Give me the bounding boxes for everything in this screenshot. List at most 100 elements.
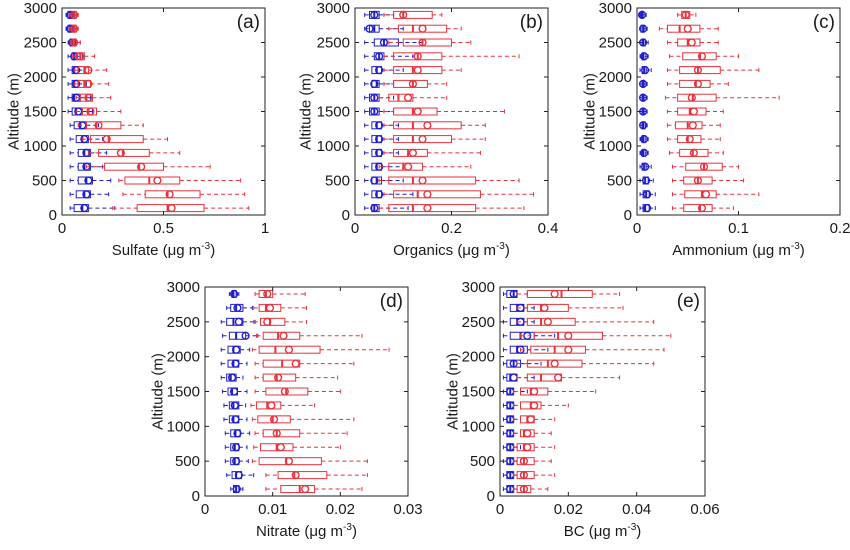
- box-plot: [516, 303, 624, 313]
- mean-marker: [523, 429, 532, 438]
- box-plot: [364, 10, 395, 20]
- box-plot: [364, 204, 409, 213]
- box-plot: [658, 24, 719, 33]
- red-series: [378, 10, 535, 213]
- box-plot: [516, 359, 655, 368]
- mean-marker: [641, 65, 650, 75]
- iqr-box: [530, 345, 586, 354]
- iqr-box: [679, 79, 711, 88]
- mean-marker: [519, 471, 529, 480]
- box-plot: [378, 93, 448, 102]
- y-tick-label: 1000: [317, 138, 350, 155]
- mean-marker: [689, 107, 698, 116]
- mean-marker: [82, 190, 91, 199]
- panel-c: 0 0.1 0.2 0 500 1000 1500 2000 2500 3000 (c) Altitu…: [582, 0, 850, 259]
- box-plot: [637, 10, 647, 20]
- box-plot: [378, 176, 520, 185]
- box-plot: [383, 52, 520, 61]
- y-axis-label: Altitude (m): [150, 353, 167, 430]
- mean-marker: [423, 204, 432, 213]
- y-tick-label: 0: [342, 207, 350, 224]
- mean-marker: [408, 79, 418, 89]
- mean-marker: [638, 79, 648, 89]
- iqr-box: [144, 190, 201, 199]
- mean-marker: [84, 65, 93, 75]
- box-plot: [502, 289, 528, 299]
- mean-marker: [640, 135, 649, 144]
- box-plot: [69, 190, 110, 199]
- mean-marker: [530, 387, 539, 396]
- box-plot: [383, 65, 462, 75]
- y-tick-label: 2500: [462, 314, 495, 331]
- iqr-box: [666, 24, 701, 33]
- mean-marker: [418, 24, 427, 33]
- mean-marker: [370, 79, 379, 89]
- iqr-box: [388, 162, 424, 171]
- box-plot: [122, 190, 246, 199]
- mean-marker: [263, 317, 272, 326]
- mean-marker: [72, 65, 81, 75]
- box-plot: [255, 331, 363, 340]
- iqr-box: [677, 135, 702, 144]
- iqr-box: [257, 415, 291, 424]
- box-plot: [378, 204, 525, 213]
- mean-marker: [375, 52, 384, 61]
- box-plot: [513, 443, 556, 452]
- box-plot: [364, 79, 395, 89]
- x-axis-label: Sulfate (μg m-3): [112, 241, 215, 259]
- box-plot: [664, 93, 780, 102]
- box-plot: [383, 79, 448, 89]
- box-plot: [502, 429, 521, 438]
- x-tick-label: 0.2: [830, 220, 850, 237]
- mean-marker: [379, 38, 389, 47]
- iqr-box: [393, 121, 462, 130]
- mean-marker: [234, 317, 243, 326]
- mean-marker: [84, 93, 93, 102]
- y-tick-label: 1500: [599, 104, 632, 121]
- mean-marker: [84, 79, 93, 89]
- x-axis-label: Nitrate (μg m-3): [256, 522, 357, 540]
- box-plot: [666, 65, 760, 75]
- blue-series: [220, 289, 259, 494]
- box-plot: [364, 38, 424, 47]
- mean-marker: [699, 162, 709, 171]
- iqr-box: [393, 79, 428, 88]
- mean-marker: [408, 148, 418, 158]
- iqr-box: [388, 204, 477, 213]
- mean-marker: [80, 204, 89, 213]
- mean-marker: [370, 176, 379, 185]
- x-tick-label: 0.03: [393, 501, 422, 518]
- box-plot: [638, 79, 648, 89]
- mean-marker: [550, 289, 559, 299]
- box-plot: [383, 121, 486, 130]
- mean-marker: [276, 443, 285, 452]
- iqr-box: [255, 401, 282, 410]
- y-tick-label: 500: [175, 453, 200, 470]
- y-tick-label: 1500: [167, 384, 200, 401]
- mean-marker: [403, 162, 413, 171]
- box-plot: [666, 38, 719, 47]
- x-tick-label: 0.4: [538, 220, 559, 237]
- y-tick-label: 0: [192, 488, 200, 505]
- box-plot: [69, 121, 100, 130]
- y-tick-label: 0: [49, 207, 57, 224]
- y-tick-label: 500: [32, 173, 57, 190]
- iqr-box: [228, 331, 247, 340]
- box-plot: [69, 24, 79, 33]
- box-plot: [75, 107, 122, 116]
- box-plot: [677, 10, 697, 20]
- box-plot: [383, 190, 535, 199]
- mean-marker: [523, 443, 532, 452]
- red-series: [69, 10, 250, 213]
- mean-marker: [637, 10, 647, 20]
- mean-marker: [423, 121, 432, 130]
- mean-marker: [688, 121, 697, 130]
- iqr-box: [262, 429, 301, 438]
- mean-marker: [640, 52, 649, 61]
- iqr-box: [677, 38, 701, 47]
- box-plot: [222, 387, 248, 396]
- mean-marker: [74, 107, 83, 116]
- mean-marker: [86, 107, 95, 116]
- mean-marker: [267, 401, 276, 410]
- iqr-box: [520, 429, 535, 438]
